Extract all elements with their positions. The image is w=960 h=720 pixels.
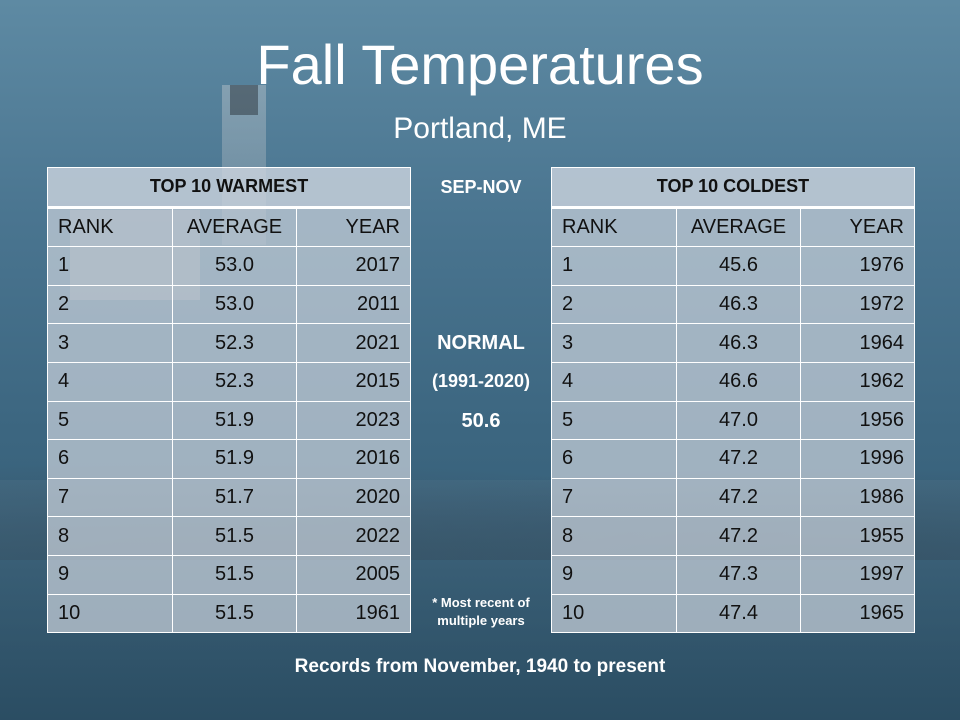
coldest-cell-year: 1955 bbox=[800, 516, 915, 556]
warmest-cell-average: 53.0 bbox=[172, 284, 297, 325]
warmest-cell-rank: 1 bbox=[47, 246, 173, 286]
warmest-cell-rank: 9 bbox=[47, 554, 173, 595]
coldest-col-year: YEAR bbox=[800, 206, 915, 248]
season-label: SEP-NOV bbox=[440, 177, 522, 197]
warmest-cell-average: 53.0 bbox=[172, 246, 297, 286]
coldest-table-row: 4 46.6 1962 bbox=[551, 361, 915, 402]
coldest-cell-year: 1996 bbox=[800, 439, 915, 479]
coldest-cell-rank: 10 bbox=[551, 593, 677, 634]
warmest-cell-average: 51.5 bbox=[172, 593, 297, 634]
warmest-cell-year: 2011 bbox=[296, 284, 411, 325]
coldest-cell-rank: 1 bbox=[551, 246, 677, 286]
warmest-table-row: 9 51.5 2005 bbox=[47, 554, 411, 595]
warmest-table-row: 4 52.3 2015 bbox=[47, 361, 411, 402]
warmest-cell-year: 2020 bbox=[296, 477, 411, 518]
coldest-cell-rank: 7 bbox=[551, 477, 677, 518]
coldest-cell-average: 45.6 bbox=[676, 246, 801, 286]
coldest-cell-year: 1986 bbox=[800, 477, 915, 518]
coldest-cell-year: 1965 bbox=[800, 593, 915, 634]
coldest-cell-rank: 3 bbox=[551, 323, 677, 363]
coldest-cell-average: 47.2 bbox=[676, 477, 801, 518]
coldest-table-row: 6 47.2 1996 bbox=[551, 439, 915, 479]
coldest-col-average: AVERAGE bbox=[676, 206, 801, 248]
page-subtitle: Portland, ME bbox=[393, 112, 567, 145]
coldest-cell-year: 1962 bbox=[800, 361, 915, 402]
warmest-cell-rank: 3 bbox=[47, 323, 173, 363]
coldest-table-row: 10 47.4 1965 bbox=[551, 593, 915, 634]
warmest-cell-year: 2016 bbox=[296, 439, 411, 479]
warmest-cell-rank: 2 bbox=[47, 284, 173, 325]
footnote: * Most recent of multiple years bbox=[432, 595, 530, 628]
warmest-cell-rank: 6 bbox=[47, 439, 173, 479]
warmest-cell-year: 2017 bbox=[296, 246, 411, 286]
warmest-col-average: AVERAGE bbox=[172, 206, 297, 248]
warmest-col-rank: RANK bbox=[47, 206, 173, 248]
coldest-cell-average: 46.6 bbox=[676, 361, 801, 402]
warmest-cell-year: 2022 bbox=[296, 516, 411, 556]
coldest-cell-year: 1997 bbox=[800, 554, 915, 595]
warmest-col-year: YEAR bbox=[296, 206, 411, 248]
warmest-table-row: 3 52.3 2021 bbox=[47, 323, 411, 363]
warmest-table-row: 1 53.0 2017 bbox=[47, 246, 411, 286]
normal-label: NORMAL bbox=[437, 332, 525, 354]
warmest-table-row: 10 51.5 1961 bbox=[47, 593, 411, 634]
warmest-cell-average: 52.3 bbox=[172, 361, 297, 402]
coldest-cell-average: 47.2 bbox=[676, 516, 801, 556]
coldest-table-row: 1 45.6 1976 bbox=[551, 246, 915, 286]
warmest-cell-year: 2005 bbox=[296, 554, 411, 595]
warmest-cell-rank: 4 bbox=[47, 361, 173, 402]
warmest-table-row: 6 51.9 2016 bbox=[47, 439, 411, 479]
coldest-cell-rank: 8 bbox=[551, 516, 677, 556]
warmest-cell-year: 2023 bbox=[296, 400, 411, 441]
coldest-cell-year: 1976 bbox=[800, 246, 915, 286]
coldest-table-row: 9 47.3 1997 bbox=[551, 554, 915, 595]
warmest-cell-year: 2015 bbox=[296, 361, 411, 402]
warmest-cell-average: 52.3 bbox=[172, 323, 297, 363]
warmest-cell-average: 51.9 bbox=[172, 439, 297, 479]
warmest-cell-year: 2021 bbox=[296, 323, 411, 363]
warmest-table-row: 5 51.9 2023 bbox=[47, 400, 411, 441]
footer-note: Records from November, 1940 to present bbox=[294, 656, 666, 677]
coldest-table-row: 7 47.2 1986 bbox=[551, 477, 915, 518]
coldest-cell-average: 47.3 bbox=[676, 554, 801, 595]
coldest-cell-year: 1972 bbox=[800, 284, 915, 325]
warmest-cell-average: 51.5 bbox=[172, 554, 297, 595]
warmest-cell-rank: 7 bbox=[47, 477, 173, 518]
coldest-cell-year: 1964 bbox=[800, 323, 915, 363]
coldest-table-title: TOP 10 COLDEST bbox=[551, 167, 915, 209]
coldest-cell-rank: 2 bbox=[551, 284, 677, 325]
coldest-table-row: 5 47.0 1956 bbox=[551, 400, 915, 441]
warmest-table-row: 8 51.5 2022 bbox=[47, 516, 411, 556]
warmest-cell-average: 51.7 bbox=[172, 477, 297, 518]
background-lighthouse-lantern bbox=[230, 85, 258, 115]
coldest-cell-average: 46.3 bbox=[676, 323, 801, 363]
coldest-table: TOP 10 COLDEST RANK AVERAGE YEAR 1 45.6 19… bbox=[551, 167, 915, 634]
warmest-table-row: 2 53.0 2011 bbox=[47, 284, 411, 325]
warmest-table-row: 7 51.7 2020 bbox=[47, 477, 411, 518]
coldest-table-row: 3 46.3 1964 bbox=[551, 323, 915, 363]
coldest-cell-average: 47.4 bbox=[676, 593, 801, 634]
coldest-cell-average: 47.2 bbox=[676, 439, 801, 479]
coldest-table-row: 8 47.2 1955 bbox=[551, 516, 915, 556]
coldest-cell-year: 1956 bbox=[800, 400, 915, 441]
coldest-cell-rank: 9 bbox=[551, 554, 677, 595]
coldest-col-rank: RANK bbox=[551, 206, 677, 248]
normal-period: (1991-2020) bbox=[431, 371, 531, 391]
coldest-cell-average: 46.3 bbox=[676, 284, 801, 325]
coldest-table-row: 2 46.3 1972 bbox=[551, 284, 915, 325]
warmest-cell-rank: 5 bbox=[47, 400, 173, 441]
warmest-cell-rank: 8 bbox=[47, 516, 173, 556]
warmest-table: TOP 10 WARMEST RANK AVERAGE YEAR 1 53.0 20… bbox=[47, 167, 411, 634]
page-title: Fall Temperatures bbox=[256, 33, 704, 96]
normal-value: 50.6 bbox=[461, 410, 501, 432]
coldest-cell-rank: 4 bbox=[551, 361, 677, 402]
warmest-cell-year: 1961 bbox=[296, 593, 411, 634]
coldest-cell-average: 47.0 bbox=[676, 400, 801, 441]
warmest-table-title: TOP 10 WARMEST bbox=[47, 167, 411, 209]
coldest-cell-rank: 5 bbox=[551, 400, 677, 441]
warmest-cell-average: 51.9 bbox=[172, 400, 297, 441]
warmest-cell-average: 51.5 bbox=[172, 516, 297, 556]
warmest-cell-rank: 10 bbox=[47, 593, 173, 634]
coldest-cell-rank: 6 bbox=[551, 439, 677, 479]
